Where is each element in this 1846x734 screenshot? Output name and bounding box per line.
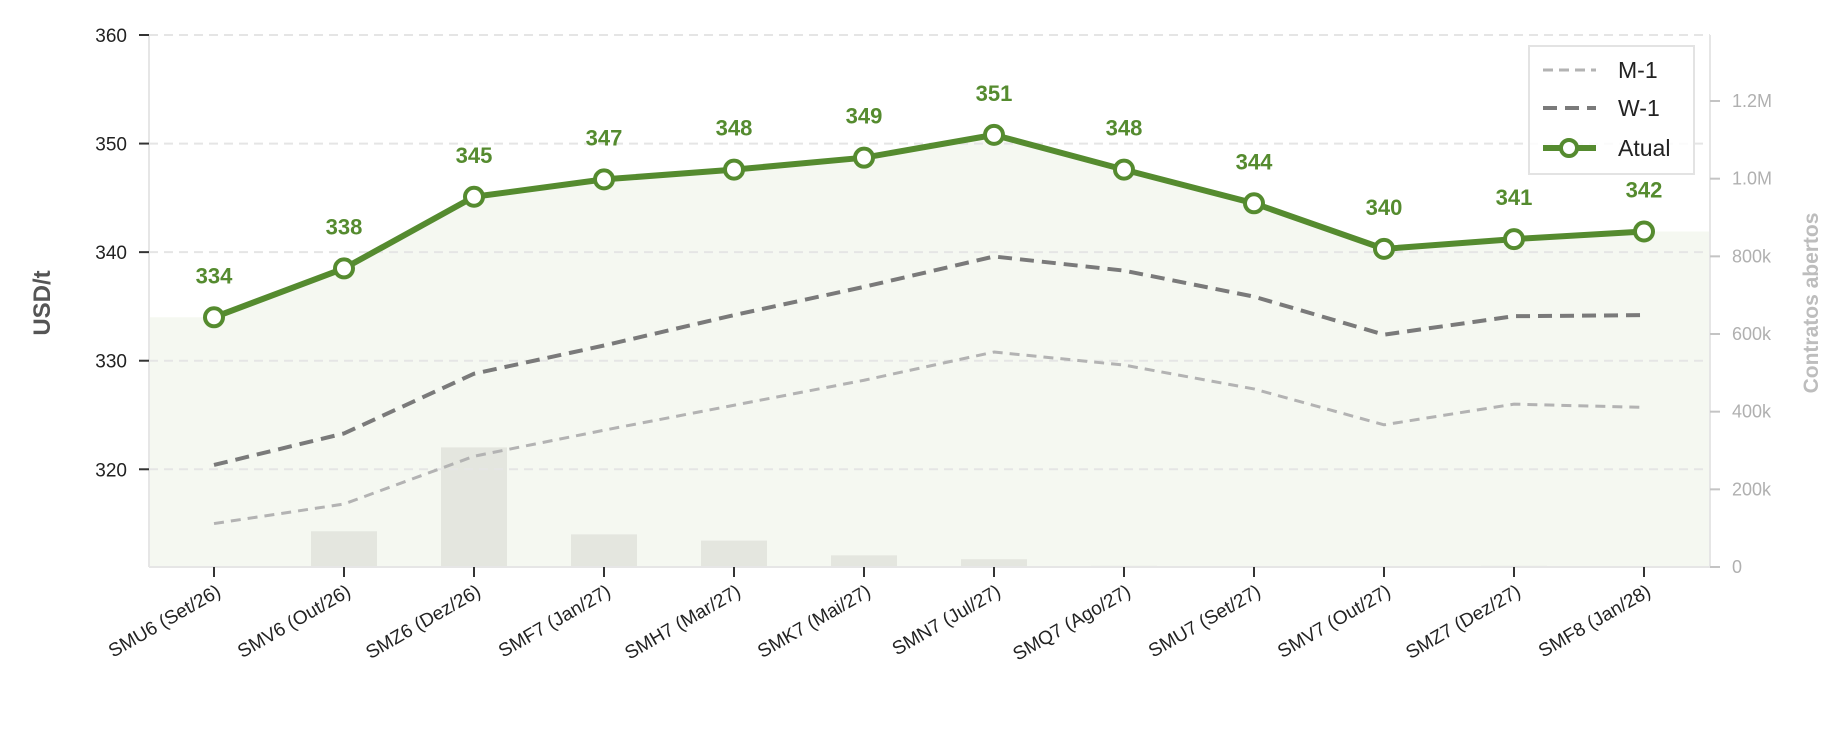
atual-marker [1373, 237, 1395, 260]
data-labels: 334 338 345 347 348 349 351 348 344 340 341 342 [196, 81, 1663, 288]
legend: M-1 W-1 Atual [1528, 45, 1695, 175]
data-label: 345 [456, 143, 493, 168]
open-interest-bar [311, 531, 377, 567]
area-layer [149, 134, 1710, 567]
atual-marker [1243, 192, 1265, 215]
series-line-w1 [213, 254, 1645, 467]
x-tick-label: SMV6 (Out/26) [234, 581, 354, 663]
atual-marker [1113, 158, 1135, 181]
y2-tick-label: 0 [1732, 557, 1742, 577]
x-tick-label: SMZ7 (Dez/27) [1402, 581, 1524, 664]
x-tick-label: SMQ7 (Ago/27) [1010, 581, 1135, 665]
x-tick-label: SMZ6 (Dez/26) [362, 581, 484, 664]
legend-marker-atual [1559, 138, 1579, 158]
series-line-m1 [213, 350, 1645, 526]
data-label: 349 [846, 104, 883, 129]
data-label: 338 [326, 214, 363, 239]
y-axis-title: USD/t [29, 270, 56, 335]
legend-label-atual: Atual [1618, 135, 1670, 161]
x-tick-label: SMF8 (Jan/28) [1535, 581, 1654, 662]
atual-marker [463, 185, 485, 208]
open-interest-bar [441, 447, 507, 567]
series-line-atual [212, 131, 1645, 321]
data-label: 348 [1106, 116, 1143, 141]
atual-marker [1503, 228, 1525, 251]
y2-axis-title: Contratos abertos [1800, 213, 1823, 394]
y2-tick-label: 400k [1732, 402, 1772, 422]
atual-marker [853, 146, 875, 169]
atual-marker [983, 123, 1005, 146]
series-lines [203, 123, 1655, 526]
y-tick-label: 350 [95, 135, 127, 156]
data-label: 342 [1626, 178, 1663, 203]
x-tick-label: SMH7 (Mar/27) [622, 581, 745, 664]
open-interest-bar [961, 559, 1027, 567]
atual-marker [593, 168, 615, 191]
open-interest-bar [571, 534, 637, 567]
legend-label-m1: M-1 [1618, 57, 1658, 83]
open-interest-bar [701, 540, 767, 567]
y2-tick-label: 1.2M [1732, 91, 1772, 111]
atual-marker [1633, 220, 1655, 243]
legend-label-w1: W-1 [1618, 95, 1660, 121]
atual-marker [723, 158, 745, 181]
x-tick-label: SMV7 (Out/27) [1274, 581, 1394, 663]
atual-marker [203, 306, 225, 329]
x-tick-label: SMN7 (Jul/27) [889, 581, 1005, 660]
y2-tick-label: 600k [1732, 324, 1772, 344]
data-label: 340 [1366, 195, 1403, 220]
axes [148, 35, 1711, 568]
y-tick-label: 340 [95, 243, 127, 264]
data-label: 341 [1496, 185, 1533, 210]
y-tick-label: 330 [95, 352, 127, 373]
y2-tick-label: 800k [1732, 246, 1772, 266]
y2-tick-label: 200k [1732, 479, 1772, 499]
data-label: 334 [196, 263, 233, 288]
x-tick-label: SMU7 (Set/27) [1145, 581, 1264, 662]
atual-marker [333, 257, 355, 280]
y2-tick-label: 1.0M [1732, 169, 1772, 189]
data-label: 347 [586, 125, 623, 150]
y-tick-label: 320 [95, 460, 127, 481]
x-tick-label: SMF7 (Jan/27) [495, 581, 614, 662]
data-label: 351 [976, 81, 1013, 106]
open-interest-bar [831, 555, 897, 567]
data-label: 344 [1236, 149, 1273, 174]
current-area-fill [149, 134, 1710, 567]
x-tick-label: SMU6 (Set/26) [105, 581, 224, 662]
data-label: 348 [716, 116, 753, 141]
y-tick-label: 360 [95, 26, 127, 47]
x-tick-label: SMK7 (Mai/27) [754, 581, 874, 663]
